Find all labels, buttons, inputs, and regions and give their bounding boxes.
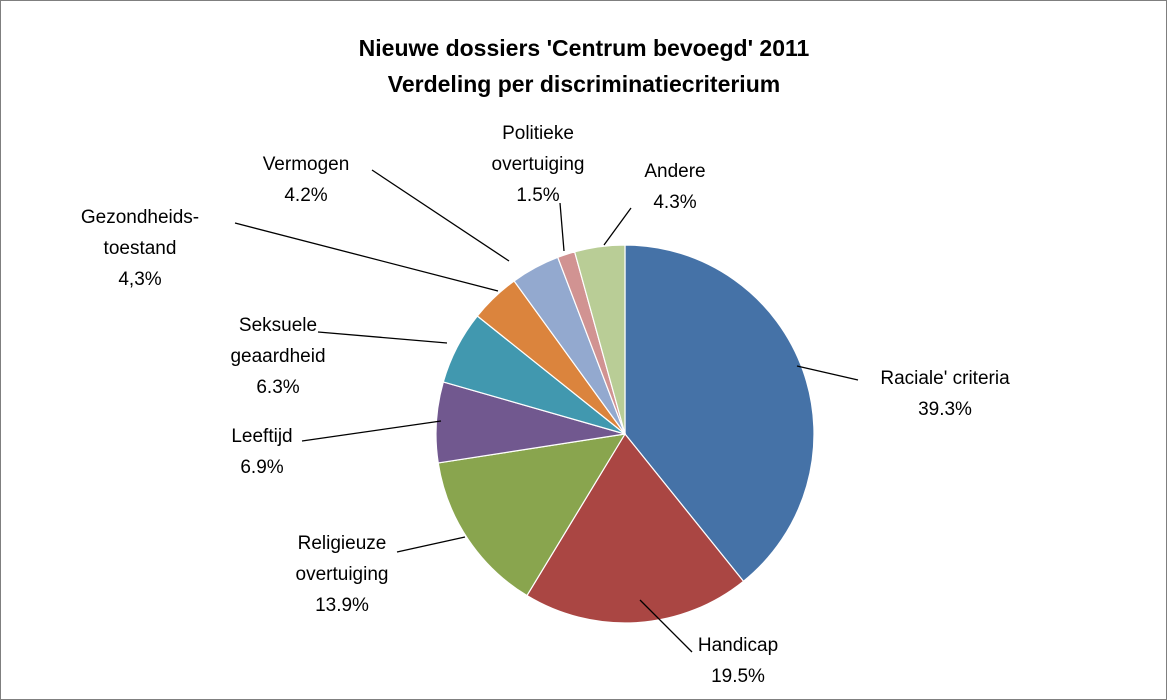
leader-line: [796, 365, 859, 381]
data-label-value: 19.5%: [711, 666, 765, 687]
data-label-category: Gezondheids-: [81, 207, 199, 228]
data-label-category: Andere: [644, 161, 705, 182]
leader-lines: [234, 169, 859, 653]
data-label-category: overtuiging: [296, 564, 389, 585]
pie-slice: [437, 433, 627, 597]
data-label-category: Leeftijd: [231, 426, 292, 447]
data-label-category: overtuiging: [492, 154, 585, 175]
chart-title: Nieuwe dossiers 'Centrum bevoegd' 2011 Ve…: [359, 35, 810, 97]
pie-slice: [624, 244, 815, 583]
data-label-value: 4,3%: [118, 269, 161, 290]
data-labels: Raciale' criteria 39.3% Handicap 19.5% Relig…: [81, 123, 1010, 687]
leader-line: [639, 599, 693, 653]
data-label-value: 4.2%: [284, 185, 327, 206]
chart-title-line: Nieuwe dossiers 'Centrum bevoegd' 2011: [359, 35, 810, 61]
data-label-value: 4.3%: [653, 192, 696, 213]
data-label-category: toestand: [104, 238, 177, 259]
pie-slice: [573, 244, 626, 435]
leader-line: [234, 222, 499, 292]
data-label-value: 6.9%: [240, 457, 283, 478]
data-label-category: Politieke: [502, 123, 574, 144]
pie-slices: [435, 244, 815, 624]
data-label-value: 13.9%: [315, 595, 369, 616]
data-label-value: 6.3%: [256, 377, 299, 398]
data-label-value: 39.3%: [918, 399, 972, 420]
leader-line: [396, 536, 466, 553]
leader-line: [559, 202, 565, 252]
data-label-value: 1.5%: [516, 185, 559, 206]
data-label-category: Vermogen: [263, 154, 350, 175]
leader-line: [371, 169, 510, 262]
pie-slice: [526, 432, 745, 624]
data-label-category: Religieuze: [298, 533, 387, 554]
data-label-category: Handicap: [698, 635, 778, 656]
data-label-category: Seksuele: [239, 315, 317, 336]
chart-title-line: Verdeling per discriminatiecriterium: [388, 71, 780, 97]
data-label-category: Raciale' criteria: [880, 368, 1010, 389]
data-label-category: geaardheid: [230, 346, 325, 367]
leader-line: [603, 207, 632, 246]
leader-line: [301, 420, 442, 442]
leader-line: [317, 331, 448, 344]
